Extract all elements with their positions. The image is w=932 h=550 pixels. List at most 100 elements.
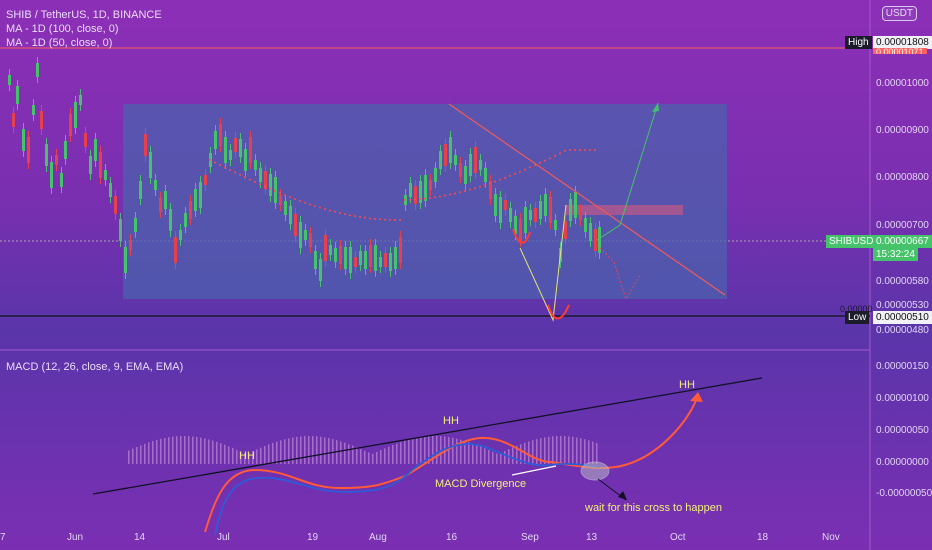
ma50-dot <box>299 199 301 202</box>
macd-histogram-bar <box>292 437 294 464</box>
countdown-tag: 15:32:24 <box>873 248 918 261</box>
candle-body <box>134 218 137 232</box>
macd-histogram-bar <box>528 441 530 464</box>
descending-trendline[interactable] <box>448 103 726 296</box>
macd-histogram-bar <box>436 436 438 464</box>
bearish-projection[interactable] <box>596 244 641 301</box>
macd-histogram-bar <box>468 442 470 464</box>
candle-body <box>464 166 467 184</box>
currency-button[interactable]: USDT <box>881 6 917 21</box>
ma50-dot <box>489 182 491 185</box>
candle-body <box>144 134 147 156</box>
candle-body <box>589 223 592 241</box>
yellow-projection[interactable] <box>519 204 567 322</box>
macd-histogram-bar <box>576 437 578 464</box>
macd-line <box>214 443 601 536</box>
macd-histogram-bar <box>368 452 370 464</box>
macd-label-2: 0.00000100 <box>876 393 929 404</box>
macd-histogram-bar <box>356 447 358 464</box>
ma50-dot <box>249 178 251 181</box>
ma50-dot <box>494 180 496 183</box>
macd-label-5: -0.00000050 <box>876 488 932 499</box>
macd-histogram-bar <box>216 441 218 464</box>
candle-body <box>499 197 502 223</box>
candle-body <box>584 218 587 232</box>
ma50-dot <box>559 152 561 155</box>
macd-histogram-bar <box>280 440 282 464</box>
macd-legend[interactable]: MACD (12, 26, close, 9, EMA, EMA) <box>6 361 184 373</box>
candle-body <box>214 131 217 149</box>
ma50-dot <box>564 149 566 152</box>
ma50-dot <box>229 168 231 171</box>
symbol-title[interactable]: SHIB / TetherUS, 1D, BINANCE <box>6 9 162 21</box>
macd-histogram-bar <box>128 450 130 464</box>
wait-annotation[interactable]: wait for this cross to happen <box>585 502 722 514</box>
macd-histogram-bar <box>156 439 158 464</box>
resistance-zone[interactable] <box>565 205 683 215</box>
macd-histogram-bar <box>568 436 570 464</box>
ma50-dot <box>529 166 531 169</box>
cross-ellipse[interactable] <box>580 461 610 481</box>
macd-trendline[interactable] <box>92 377 763 495</box>
hh-annotation-2[interactable]: HH <box>239 450 255 462</box>
ma50-dot <box>444 194 446 197</box>
candle-body <box>484 168 487 182</box>
hh-annotation-1[interactable]: HH <box>443 415 459 427</box>
candle-body <box>129 240 132 250</box>
candle-body <box>314 251 317 269</box>
ma50-dot <box>569 149 571 151</box>
divergence-annotation[interactable]: MACD Divergence <box>435 478 527 490</box>
candle-body <box>279 195 282 205</box>
macd-histogram-bar <box>304 436 306 464</box>
macd-histogram-bar <box>560 436 562 464</box>
macd-histogram-bar <box>476 444 478 464</box>
candle-body <box>449 137 452 163</box>
time-label-4: Jul <box>217 532 230 543</box>
ma50-dot <box>519 170 521 173</box>
macd-histogram-bar <box>288 438 290 464</box>
candle-body <box>334 248 337 262</box>
ma50-dot <box>239 173 241 176</box>
macd-histogram-bar <box>464 440 466 464</box>
macd-histogram-bar <box>256 449 258 464</box>
time-label-8: Sep <box>521 532 539 543</box>
macd-histogram-bar <box>396 443 398 464</box>
candle-body <box>139 181 142 199</box>
macd-histogram-bar <box>552 436 554 464</box>
ma50-dot <box>449 193 451 196</box>
macd-histogram-bar <box>452 437 454 464</box>
candle-body <box>549 197 552 223</box>
macd-histogram-bar <box>572 436 574 464</box>
candle-body <box>179 230 182 240</box>
candle-body <box>50 162 53 188</box>
candle-body <box>12 113 15 127</box>
ma50-dot <box>294 198 296 201</box>
macd-histogram-bar <box>188 436 190 464</box>
candle-body <box>40 111 43 129</box>
bullish-projection[interactable] <box>596 102 659 241</box>
macd-histogram-bar <box>380 450 382 464</box>
hh-annotation-3[interactable]: HH <box>679 379 695 391</box>
ma50-legend[interactable]: MA - 1D (50, close, 0) <box>6 37 113 49</box>
macd-histogram-bar <box>300 436 302 464</box>
macd-histogram-bar <box>532 440 534 464</box>
time-label-9: 13 <box>586 532 598 543</box>
candle-body <box>229 150 232 160</box>
candle-body <box>479 160 482 170</box>
macd-histogram-bar <box>220 443 222 464</box>
candle-body <box>444 144 447 166</box>
ma100-legend[interactable]: MA - 1D (100, close, 0) <box>6 23 119 35</box>
ma50-dot <box>459 191 461 194</box>
macd-histogram-bar <box>440 436 442 464</box>
macd-histogram-bar <box>200 437 202 464</box>
macd-histogram-bar <box>372 453 374 464</box>
ma50-dot <box>224 166 226 169</box>
ma50-dot <box>409 198 411 201</box>
ma50-dot <box>539 161 541 164</box>
candle-body <box>439 151 442 169</box>
candle-body <box>69 114 72 136</box>
macd-histogram-bar <box>564 436 566 464</box>
candle-body <box>264 171 267 189</box>
macd-histogram-bar <box>544 437 546 464</box>
